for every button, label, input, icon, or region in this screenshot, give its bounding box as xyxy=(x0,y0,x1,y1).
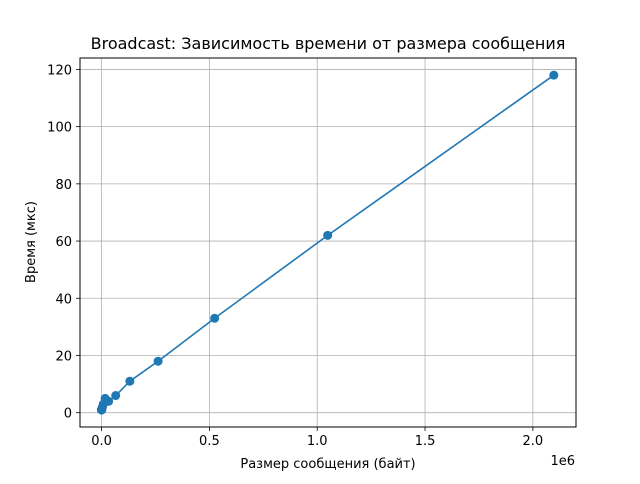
x-tick-label: 1.5 xyxy=(415,434,436,449)
x-tick-label: 1.0 xyxy=(307,434,328,449)
plot-frame xyxy=(79,57,577,428)
data-point xyxy=(210,313,220,323)
x-tick-label: 0.5 xyxy=(199,434,220,449)
data-point xyxy=(323,230,333,240)
y-tick-label: 120 xyxy=(47,63,72,78)
ticks: 0.0 0.5 1.0 1.5 2.0 0 20 40 60 80 100 120 xyxy=(47,63,543,449)
x-tick-label: 2.0 xyxy=(523,434,544,449)
y-tick-label: 0 xyxy=(64,407,72,422)
y-tick-label: 60 xyxy=(55,235,72,250)
data-point xyxy=(104,396,114,406)
x-tick-label: 0.0 xyxy=(91,434,112,449)
data-point xyxy=(125,376,135,386)
x-axis-label: Размер сообщения (байт) xyxy=(240,457,415,472)
y-axis-label: Время (мкс) xyxy=(24,201,39,283)
series xyxy=(97,70,559,415)
y-tick-label: 40 xyxy=(55,292,72,307)
chart-title: Broadcast: Зависимость времени от размер… xyxy=(91,34,566,53)
data-point xyxy=(153,356,163,366)
y-tick-label: 100 xyxy=(47,121,72,136)
y-tick-label: 20 xyxy=(55,349,72,364)
data-point xyxy=(549,70,559,80)
x-axis-offset-text: 1e6 xyxy=(550,454,575,469)
data-point xyxy=(111,391,121,401)
y-tick-label: 80 xyxy=(55,178,72,193)
